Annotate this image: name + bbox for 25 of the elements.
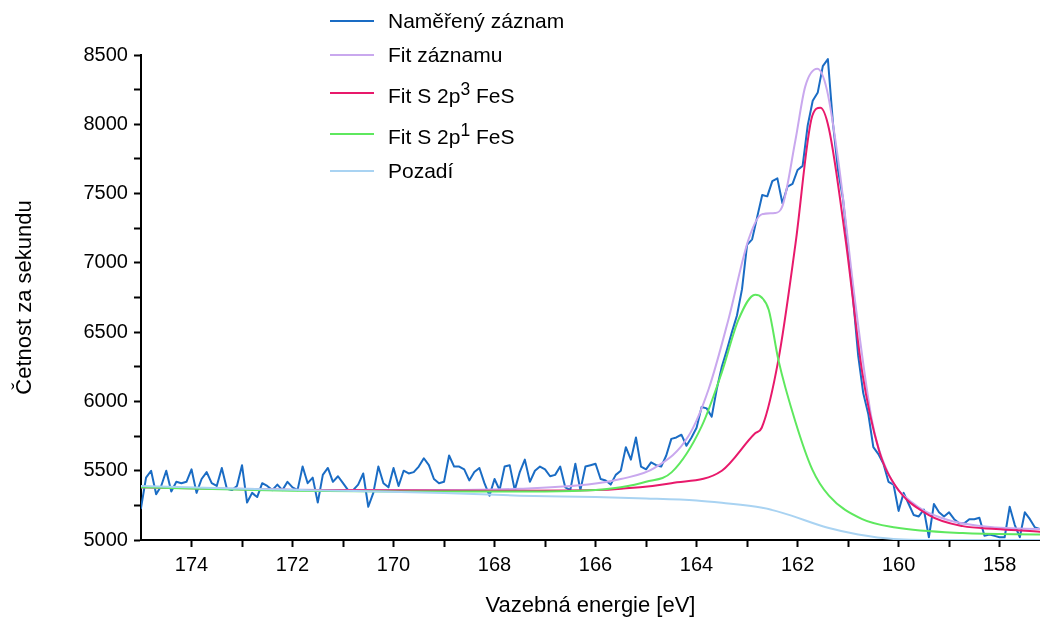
legend-label: Naměřený záznam (388, 8, 565, 34)
x-tick-label: 162 (780, 552, 815, 575)
x-tick-label: 168 (477, 552, 512, 575)
legend-label: Fit S 2p$^{3}$ FeS (388, 78, 515, 109)
x-tick-label: 174 (174, 552, 209, 575)
x-tick-label: 164 (679, 552, 714, 575)
x-tick-label: 160 (881, 552, 916, 575)
legend-label: Fit záznamu (388, 42, 503, 68)
y-tick-label: 5000 (83, 527, 128, 550)
legend-label: Fit S 2p$^{1}$ FeS (388, 119, 515, 150)
x-tick-label: 166 (578, 552, 613, 575)
y-tick-label: 6500 (83, 319, 128, 342)
x-tick-label: 158 (982, 552, 1017, 575)
legend-label: Pozadí (388, 158, 454, 184)
x-tick-label: 172 (275, 552, 310, 575)
y-tick-label: 5500 (83, 458, 128, 481)
y-tick-label: 6000 (83, 388, 128, 411)
line-series (141, 293, 1040, 536)
x-tick-label: 170 (376, 552, 411, 575)
y-axis-title: Četnost za sekundu (11, 200, 37, 395)
y-tick-label: 7500 (83, 181, 128, 204)
y-tick-label: 8500 (83, 42, 128, 65)
y-tick-label: 8000 (83, 111, 128, 134)
y-tick-label: 7000 (83, 250, 128, 273)
x-axis-title: Vazebná energie [eV] (485, 591, 696, 617)
